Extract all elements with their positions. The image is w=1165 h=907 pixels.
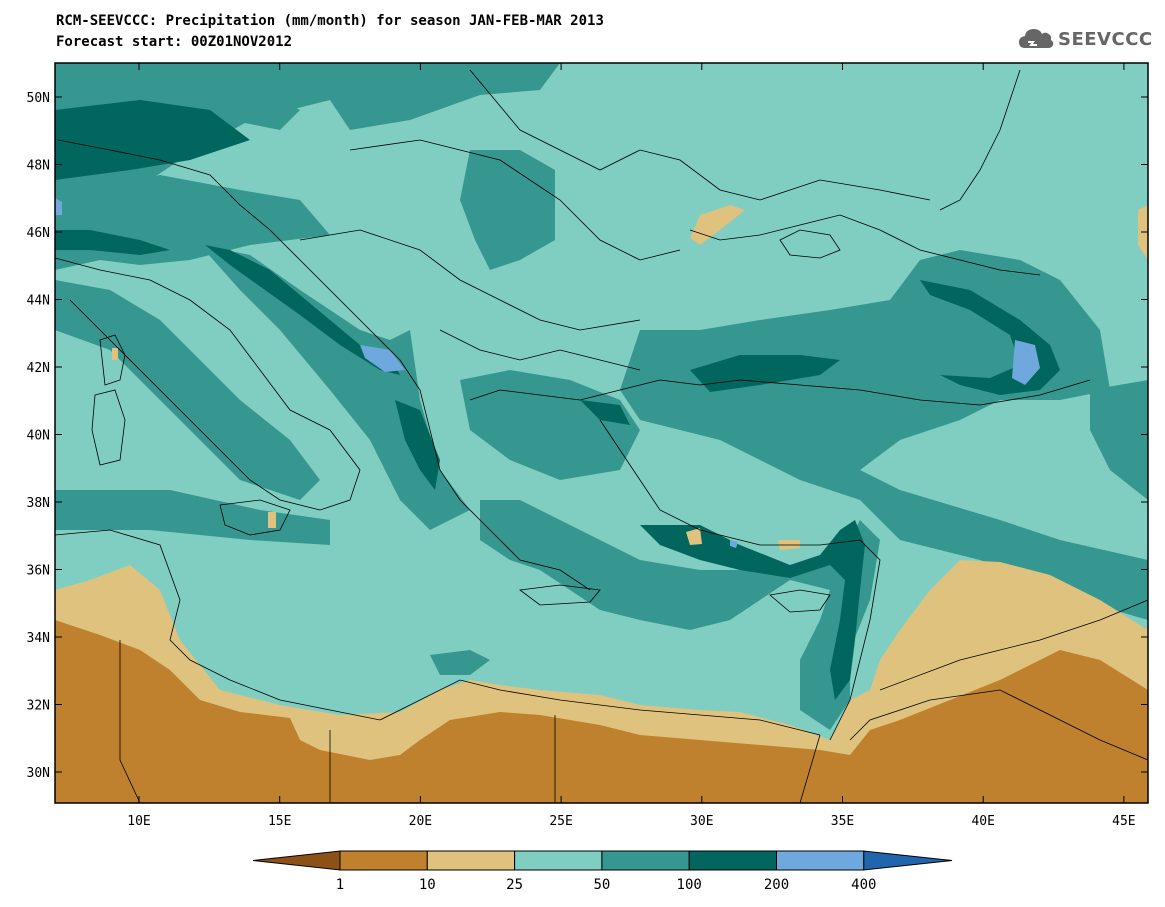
colorbar-label: 10 — [419, 877, 436, 893]
field-100-200 — [55, 63, 1148, 730]
lat-label: 44N — [27, 294, 50, 309]
lon-label: 20E — [409, 814, 432, 829]
logo-text: SEEVCCC — [1058, 28, 1153, 50]
map-title: RCM-SEEVCCC: Precipitation (mm/month) fo… — [56, 13, 604, 29]
colorbar-box — [426, 850, 516, 871]
lon-label: 45E — [1112, 814, 1135, 829]
coastlines — [55, 69, 1148, 803]
colorbar-label: 50 — [593, 877, 610, 893]
colorbar-label: 400 — [851, 877, 876, 893]
lat-label: 34N — [27, 631, 50, 646]
colorbar-over-arrow — [863, 850, 953, 871]
colorbar-under-arrow — [252, 850, 341, 871]
colorbar-box — [601, 850, 690, 871]
lat-label: 30N — [27, 766, 50, 781]
colorbar-box — [514, 850, 603, 871]
longitude-axis: 10E 15E 20E 25E 30E 35E 40E 45E — [127, 63, 1136, 829]
lon-label: 15E — [268, 814, 291, 829]
map-frame — [54, 62, 1149, 804]
field-400-plus — [55, 198, 1040, 548]
field-10-25 — [55, 620, 1148, 803]
lat-label: 46N — [27, 226, 50, 241]
lon-label: 10E — [127, 814, 150, 829]
colorbar-box — [776, 850, 865, 871]
lat-label: 42N — [27, 361, 50, 376]
lon-label: 30E — [690, 814, 713, 829]
forecast-start-label: Forecast start: 00Z01NOV2012 — [56, 34, 293, 50]
seevccc-logo: SEEVCCC — [1018, 24, 1153, 54]
colorbar-box — [339, 850, 428, 871]
cloud-icon — [1019, 29, 1054, 48]
latitude-axis: 50N 48N 46N 44N 42N 40N 38N 36N 34N 32N 30N — [27, 91, 1148, 781]
lon-label: 25E — [549, 814, 572, 829]
colorbar-label: 100 — [677, 877, 702, 893]
colorbar: 1 10 25 50 100 200 400 — [252, 850, 953, 893]
lon-label: 40E — [971, 814, 994, 829]
lat-label: 36N — [27, 564, 50, 579]
colorbar-label: 200 — [764, 877, 789, 893]
lat-label: 40N — [27, 429, 50, 444]
lon-label: 35E — [831, 814, 854, 829]
colorbar-box — [688, 850, 778, 871]
colorbar-label: 1 — [336, 877, 344, 893]
map-field — [55, 63, 1148, 803]
lat-label: 32N — [27, 699, 50, 714]
colorbar-label: 25 — [506, 877, 523, 893]
lat-label: 48N — [27, 159, 50, 174]
lat-label: 38N — [27, 496, 50, 511]
lat-label: 50N — [27, 91, 50, 106]
